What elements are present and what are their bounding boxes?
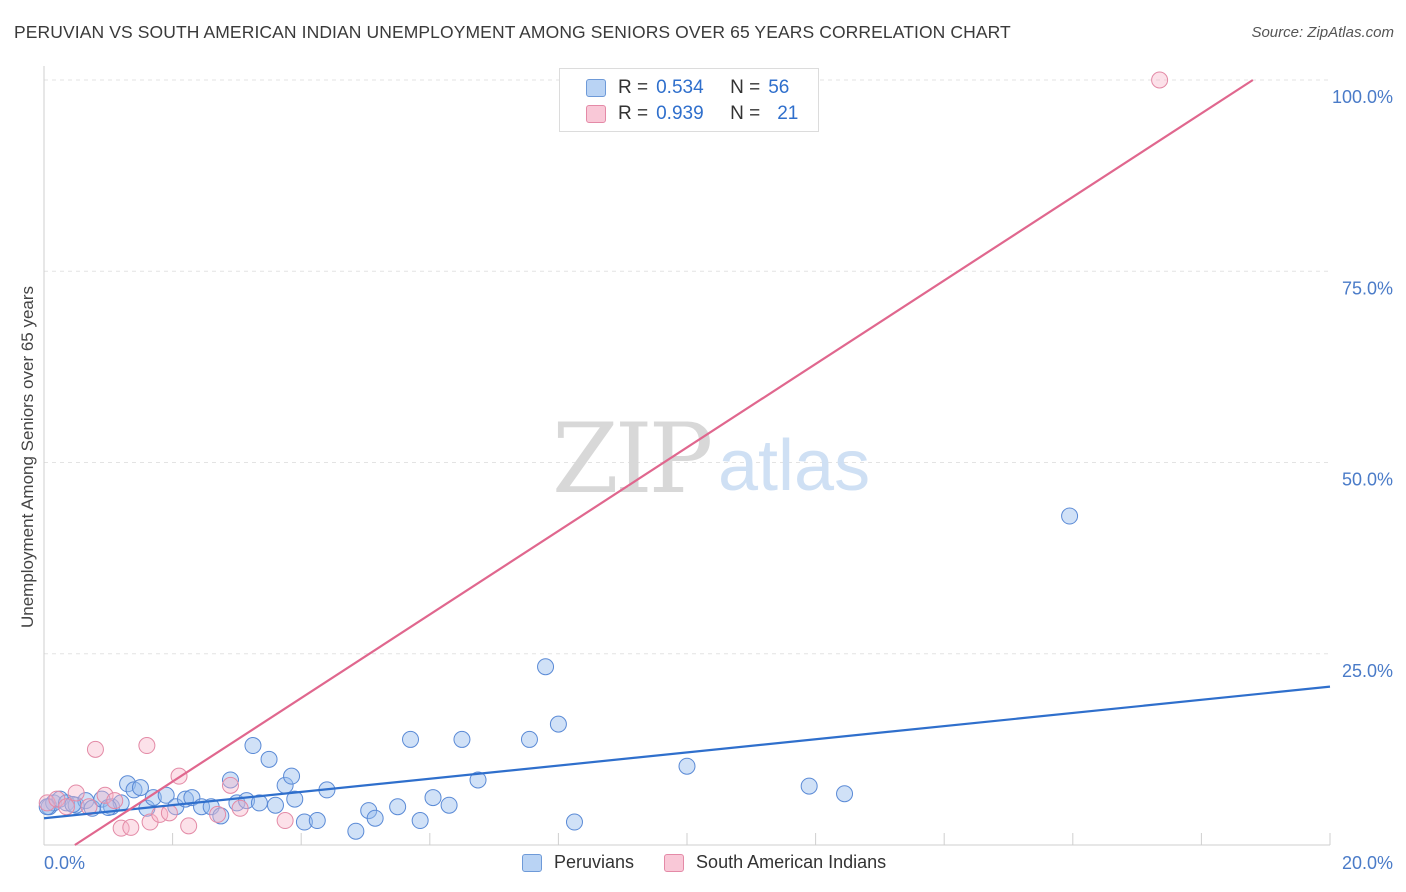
south-american-indians-point-7 <box>112 819 130 837</box>
south-american-indians-point-4 <box>86 740 104 758</box>
peruvians-point-42 <box>440 796 458 814</box>
south-american-indians-point-8 <box>122 818 140 836</box>
peruvians-swatch <box>586 79 606 97</box>
south-american-indians-point-5 <box>96 786 114 804</box>
r-value-peruvians: 0.534 <box>656 77 704 98</box>
peruvians-point-39 <box>402 730 420 748</box>
peruvians-point-28 <box>266 796 284 814</box>
y-tick-labels: 25.0% 50.0% 75.0% 100.0% <box>1332 87 1393 681</box>
chart-title: PERUVIAN VS SOUTH AMERICAN INDIAN UNEMPL… <box>14 22 1011 42</box>
peruvians-point-50 <box>800 777 818 795</box>
trend-lines <box>43 79 1331 846</box>
peruvians-point-51 <box>836 785 854 803</box>
south-american-indians-point-15 <box>209 805 227 823</box>
south-american-indians-point-6 <box>106 792 124 810</box>
peruvians-point-14 <box>144 789 162 807</box>
peruvians-point-43 <box>453 730 471 748</box>
n-value-peruvians: 56 <box>768 77 790 98</box>
peruvians-point-12 <box>131 779 149 797</box>
peruvians-point-38 <box>389 798 407 816</box>
south-american-indians-legend-swatch <box>664 853 685 872</box>
south-american-indians-point-12 <box>160 804 178 822</box>
y-tick-label-1: 50.0% <box>1342 470 1393 490</box>
watermark-atlas: atlas <box>718 426 870 506</box>
r-label: R = <box>618 77 649 98</box>
x-tick-label-1: 20.0% <box>1342 853 1393 873</box>
peruvians-point-49 <box>678 757 696 775</box>
peruvians-point-47 <box>549 715 567 733</box>
south-american-indians-point-9 <box>138 737 156 755</box>
peruvians-point-35 <box>347 822 365 840</box>
south-american-indians-point-17 <box>231 799 249 817</box>
south-american-indians-point-0 <box>38 794 56 812</box>
peruvians-point-22 <box>221 771 239 789</box>
y-tick-label-0: 25.0% <box>1342 661 1393 681</box>
peruvians-point-52 <box>1061 507 1079 525</box>
legend-row-south-american-indians: R = 0.939 N = 21 <box>586 101 798 127</box>
peruvians-points <box>38 507 1079 840</box>
peruvians-point-15 <box>157 786 175 804</box>
peruvians-point-41 <box>424 789 442 807</box>
peruvians-point-27 <box>260 750 278 768</box>
peruvians-point-31 <box>286 790 304 808</box>
x-tick-labels: 0.0% 20.0% <box>44 853 1393 873</box>
peruvians-point-10 <box>119 775 137 793</box>
peruvians-point-30 <box>283 767 301 785</box>
watermark: ZIP atlas <box>552 403 870 515</box>
watermark-zip: ZIP <box>552 403 711 515</box>
peruvians-point-48 <box>565 813 583 831</box>
peruvians-point-33 <box>308 812 326 830</box>
peruvians-point-37 <box>366 809 384 827</box>
x-tick-label-0: 0.0% <box>44 853 85 873</box>
peruvians-point-46 <box>537 658 555 676</box>
legend-row-peruvians: R = 0.534 N = 56 <box>586 75 789 101</box>
peruvians-point-11 <box>125 781 143 799</box>
south-american-indians-point-20 <box>58 798 76 816</box>
south-american-indians-point-3 <box>80 798 98 816</box>
south-american-indians-point-18 <box>276 812 294 830</box>
r-value-south-american-indians: 0.939 <box>656 103 704 124</box>
correlation-legend: R = 0.534 N = 56 R = 0.939 N = 21 <box>559 68 819 132</box>
legend-item-south-american-indians[interactable]: South American Indians <box>664 852 886 873</box>
peruvians-legend-swatch <box>522 853 542 872</box>
south-american-indians-point-19 <box>1151 71 1169 89</box>
peruvians-point-40 <box>411 812 429 830</box>
legend-label-south-american-indians: South American Indians <box>696 852 887 872</box>
peruvians-trend-line <box>43 685 1331 820</box>
r-label: R = <box>618 103 649 124</box>
south-american-indians-point-14 <box>180 817 198 835</box>
source-label: Source: ZipAtlas.com <box>1251 24 1394 41</box>
south-american-indians-point-2 <box>67 784 85 802</box>
n-label: N = <box>730 103 761 124</box>
peruvians-point-25 <box>244 737 262 755</box>
peruvians-point-32 <box>295 813 313 831</box>
legend-item-peruvians[interactable]: Peruvians <box>522 852 634 873</box>
n-value-south-american-indians: 21 <box>777 103 799 124</box>
legend-label-peruvians: Peruvians <box>554 852 635 872</box>
south-american-indians-point-16 <box>221 776 239 794</box>
peruvians-point-45 <box>520 730 538 748</box>
y-tick-label-3: 100.0% <box>1332 87 1393 107</box>
south-american-indians-trend-line <box>74 79 1254 846</box>
n-label: N = <box>730 77 761 98</box>
peruvians-point-44 <box>469 771 487 789</box>
south-american-indians-points <box>38 71 1169 837</box>
south-american-indians-swatch <box>586 105 606 123</box>
series-legend: Peruvians South American Indians <box>522 852 916 873</box>
y-tick-label-2: 75.0% <box>1342 278 1393 298</box>
